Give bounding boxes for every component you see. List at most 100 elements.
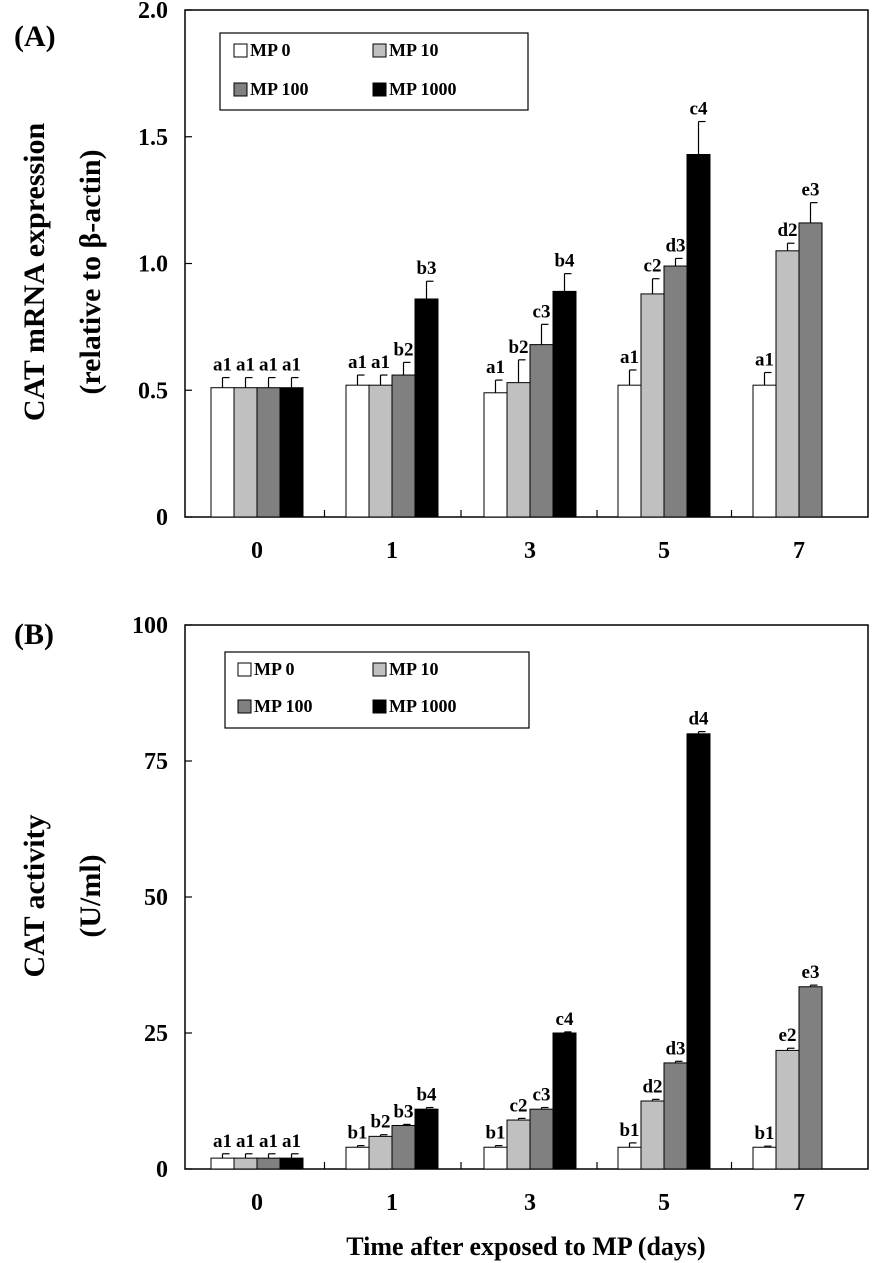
panel-a-bar <box>775 250 800 518</box>
panel-b-legend-swatch-mp1000 <box>372 699 387 714</box>
panel-b-significance-label: b3 <box>393 1101 413 1122</box>
panel-a-significance-label: a1 <box>486 357 505 378</box>
panel-b-xtick-label: 3 <box>524 1190 536 1216</box>
panel-a-ytick-label: 0.5 <box>138 378 168 404</box>
panel-a-significance-label: c2 <box>644 256 662 277</box>
panel-a-bar <box>640 293 665 518</box>
panel-a-legend-label-mp1000: MP 1000 <box>389 79 457 99</box>
panel-b-significance-label: a1 <box>213 1131 232 1152</box>
panel-a-ylabel-line2: (relative to β-actin) <box>74 149 107 394</box>
panel-b-significance-label: e3 <box>802 962 820 983</box>
panel-b-significance-label: b1 <box>754 1123 774 1144</box>
panel-a-significance-label: c4 <box>690 99 708 120</box>
panel-b-significance-label: a1 <box>282 1131 301 1152</box>
panel-b-significance-label: c4 <box>556 1009 574 1030</box>
panel-b-legend-label-mp0: MP 0 <box>254 659 295 679</box>
panel-a-xtick-label: 7 <box>793 538 805 564</box>
panel-a-xtick-label: 1 <box>386 538 398 564</box>
panel-a-significance-label: b2 <box>393 339 413 360</box>
panel-a-bar <box>798 222 823 518</box>
panel-b-significance-label: b1 <box>619 1120 639 1141</box>
panel-b-ytick-label: 25 <box>144 1021 168 1047</box>
panel-b-legend-label-mp10: MP 10 <box>389 659 439 679</box>
panel-b-significance-label: b1 <box>485 1123 505 1144</box>
panel-a-significance-label: a1 <box>213 355 232 376</box>
panel-a-legend-label-mp100: MP 100 <box>250 79 309 99</box>
panel-a-significance-label: c3 <box>533 301 551 322</box>
panel-a-bar <box>506 382 531 518</box>
panel-a-significance-label: b2 <box>508 337 528 358</box>
panel-b-ylabel-line2: (U/ml) <box>74 854 107 937</box>
panel-b-bar <box>368 1135 393 1170</box>
panel-a-significance-label: a1 <box>282 355 301 376</box>
panel-b-bar <box>617 1146 642 1170</box>
panel-b: (B) CAT activity (U/ml) 0 25 50 75 100 0 1 3 5 7 a… <box>14 613 869 1216</box>
panel-b-bar <box>775 1049 800 1170</box>
panel-a-significance-label: a1 <box>236 355 255 376</box>
panel-b-significance-label: b2 <box>370 1112 390 1133</box>
panel-a-legend-label-mp10: MP 10 <box>389 40 439 60</box>
panel-a-significance-label: a1 <box>371 352 390 373</box>
panel-a: (A) CAT mRNA expression (relative to β-a… <box>14 0 869 564</box>
panel-a-xtick-label: 3 <box>524 538 536 564</box>
panel-b-bar <box>552 1032 577 1170</box>
panel-b-legend-label-mp1000: MP 1000 <box>389 696 457 716</box>
panel-a-legend-swatch-mp0 <box>233 43 248 58</box>
panel-b-legend-swatch-mp10 <box>372 662 387 677</box>
panel-b-xtick-label: 0 <box>251 1190 263 1216</box>
shared-x-axis-title: Time after exposed to MP (days) <box>346 1232 705 1261</box>
panel-b-bar <box>391 1124 416 1170</box>
panel-b-significance-label: d2 <box>642 1076 662 1097</box>
panel-a-bar <box>663 265 688 518</box>
panel-a-label: (A) <box>14 20 56 53</box>
panel-a-legend-swatch-mp10 <box>372 43 387 58</box>
panel-b-bar <box>414 1108 439 1170</box>
panel-a-ytick-label: 2.0 <box>138 0 168 24</box>
panel-b-significance-label: d3 <box>665 1038 685 1059</box>
panel-a-significance-label: b4 <box>554 251 575 272</box>
panel-b-significance-label: d4 <box>688 709 709 730</box>
panel-a-legend: MP 0 MP 10 MP 100 MP 1000 <box>219 32 529 111</box>
panel-a-bar <box>617 384 642 518</box>
panel-a-significance-label: d2 <box>777 220 797 241</box>
panel-b-bar <box>686 733 711 1170</box>
panel-b-bar <box>506 1119 531 1170</box>
panel-b-xtick-label: 7 <box>793 1190 805 1216</box>
panel-b-bar <box>663 1062 688 1170</box>
panel-b-legend-swatch-mp0 <box>237 662 252 677</box>
panel-b-xtick-label: 1 <box>386 1190 398 1216</box>
panel-a-significance-label: e3 <box>802 180 820 201</box>
panel-a-bar <box>483 392 508 518</box>
panel-b-bar <box>640 1100 665 1170</box>
panel-a-bar <box>529 344 554 518</box>
panel-b-legend-swatch-mp100 <box>237 699 252 714</box>
panel-a-bar <box>210 387 235 518</box>
panel-b-bar <box>279 1157 304 1170</box>
panel-a-bar <box>414 298 439 518</box>
panel-b-bar <box>345 1146 370 1170</box>
panel-b-bar <box>483 1146 508 1170</box>
panel-a-bar <box>345 384 370 518</box>
panel-a-xtick-label: 5 <box>658 538 670 564</box>
panel-b-bar <box>529 1108 554 1170</box>
panel-a-legend-label-mp0: MP 0 <box>250 40 291 60</box>
panel-a-bar <box>552 290 577 518</box>
panel-a-bar <box>279 387 304 518</box>
panel-b-significance-label: a1 <box>236 1131 255 1152</box>
panel-a-legend-swatch-mp100 <box>233 82 248 97</box>
panel-b-significance-label: b1 <box>347 1123 367 1144</box>
panel-a-bar <box>256 387 281 518</box>
panel-b-bar <box>798 986 823 1170</box>
panel-a-significance-label: a1 <box>755 350 774 371</box>
panel-a-ytick-label: 1.5 <box>138 125 168 151</box>
panel-a-significance-label: a1 <box>620 347 639 368</box>
panel-b-significance-label: a1 <box>259 1131 278 1152</box>
panel-a-ylabel-line1: CAT mRNA expression <box>18 123 51 422</box>
panel-b-ytick-label: 100 <box>132 613 168 639</box>
panel-a-significance-label: d3 <box>665 235 685 256</box>
panel-a-bar <box>391 374 416 518</box>
panel-a-ytick-label: 0 <box>156 505 168 531</box>
panel-a-significance-label: a1 <box>259 355 278 376</box>
panel-b-ytick-label: 75 <box>144 749 168 775</box>
